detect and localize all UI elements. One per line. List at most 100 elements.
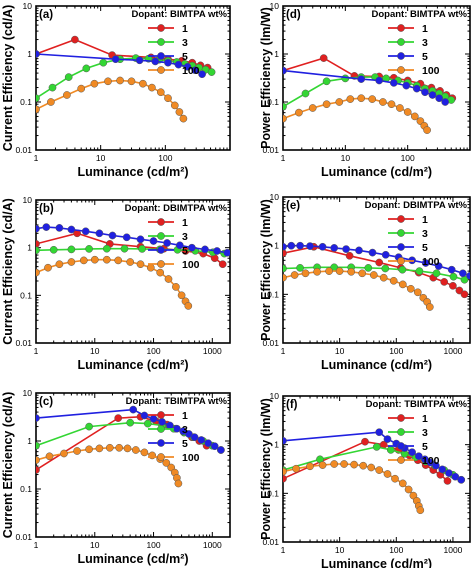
data-point	[104, 77, 112, 86]
x-tick-label: 1	[34, 540, 39, 550]
x-axis-title: Luminance (cd/m²)	[77, 165, 188, 179]
data-point	[301, 269, 310, 278]
axis-ticks	[35, 5, 231, 151]
legend-label: 3	[182, 424, 188, 436]
data-point	[81, 227, 90, 236]
data-point	[381, 264, 390, 273]
data-point	[408, 448, 416, 457]
data-point	[45, 452, 54, 461]
legend-label: 1	[422, 413, 428, 425]
data-point	[184, 302, 193, 310]
data-point	[350, 460, 358, 469]
data-point	[415, 267, 424, 275]
legend-swatch-marker	[397, 456, 405, 464]
panel-label: (d)	[286, 9, 301, 21]
data-point	[42, 223, 51, 231]
data-point	[85, 445, 93, 454]
data-point	[283, 264, 287, 273]
legend-swatch-marker	[157, 260, 165, 268]
data-point	[197, 436, 206, 444]
data-point	[406, 284, 415, 293]
x-tick-label: 1000	[203, 346, 222, 356]
data-point	[359, 461, 368, 470]
legend: Dopant: TBIMTPA wt% 1 3 5 100	[126, 396, 228, 464]
data-point	[105, 443, 114, 452]
data-point	[114, 256, 123, 265]
data-point	[49, 245, 58, 254]
legend-swatch-marker	[157, 453, 165, 461]
data-point	[466, 271, 470, 280]
x-tick-label: 1	[281, 545, 286, 555]
data-point	[73, 447, 81, 455]
data-point	[218, 260, 227, 269]
y-tick-label: 10	[270, 192, 280, 202]
legend-label: 5	[422, 51, 428, 63]
legend-label: 5	[182, 51, 188, 63]
data-point	[64, 73, 73, 81]
data-point	[455, 286, 464, 295]
data-point	[367, 463, 376, 472]
data-point	[335, 98, 344, 106]
y-tick-label: 0.01	[262, 338, 279, 348]
legend-swatch-marker	[397, 52, 405, 60]
data-point	[48, 83, 57, 92]
legend-label: 1	[422, 214, 428, 226]
data-point	[449, 281, 457, 290]
y-tick-label: 1	[27, 243, 32, 253]
legend-label: 1	[182, 410, 188, 422]
data-point	[198, 70, 206, 79]
data-point	[127, 77, 136, 86]
panel-label: (e)	[286, 200, 300, 212]
legend-swatch-marker	[397, 414, 405, 422]
data-point	[375, 258, 384, 267]
data-point	[389, 79, 398, 87]
x-tick-label: 1000	[443, 545, 462, 555]
y-tick-label: 0.1	[20, 97, 32, 107]
data-point	[190, 433, 199, 442]
x-tick-label: 10	[96, 153, 106, 163]
data-point	[428, 91, 437, 99]
y-tick-label: 1	[27, 49, 32, 59]
data-point	[36, 466, 40, 474]
data-point	[283, 467, 287, 476]
data-point	[151, 57, 160, 66]
data-point	[36, 50, 40, 58]
data-point	[358, 269, 367, 278]
data-point	[172, 283, 180, 291]
data-point	[188, 243, 196, 252]
legend-swatch-marker	[157, 425, 165, 433]
data-point	[335, 267, 344, 275]
data-point	[306, 242, 314, 250]
y-tick-label: 0.01	[15, 338, 32, 348]
legend-label: 1	[182, 217, 188, 229]
data-point	[163, 239, 171, 247]
data-point	[421, 88, 429, 97]
data-area	[36, 223, 230, 310]
x-tick-label: 10	[90, 540, 100, 550]
data-point	[413, 288, 422, 297]
data-point	[175, 241, 184, 250]
data-point	[425, 303, 434, 311]
legend-label: 100	[422, 455, 440, 467]
legend-swatch-marker	[157, 66, 165, 74]
data-point	[123, 444, 132, 453]
data-point	[292, 464, 300, 473]
data-point	[55, 224, 64, 232]
data-point	[387, 100, 396, 109]
legend-swatch-marker	[157, 52, 165, 60]
data-point	[71, 35, 79, 44]
y-tick-label: 0.01	[15, 532, 32, 542]
data-point	[283, 114, 287, 123]
chart-panel-c: 1 10 100 1000 0.01 0.1 1 10 Luminance (cd/m²) Cur…	[1, 388, 231, 566]
data-point	[139, 79, 147, 88]
data-point	[375, 76, 384, 85]
x-tick-label: 1	[281, 346, 286, 356]
data-point	[164, 94, 172, 103]
data-point	[283, 273, 287, 282]
data-point	[445, 469, 453, 477]
x-axis-title: Luminance (cd/m²)	[321, 358, 432, 372]
data-point	[77, 84, 86, 93]
y-axis-title: Power Efficiency (lm/W)	[259, 199, 273, 341]
data-point	[170, 101, 179, 110]
data-point	[313, 267, 321, 276]
